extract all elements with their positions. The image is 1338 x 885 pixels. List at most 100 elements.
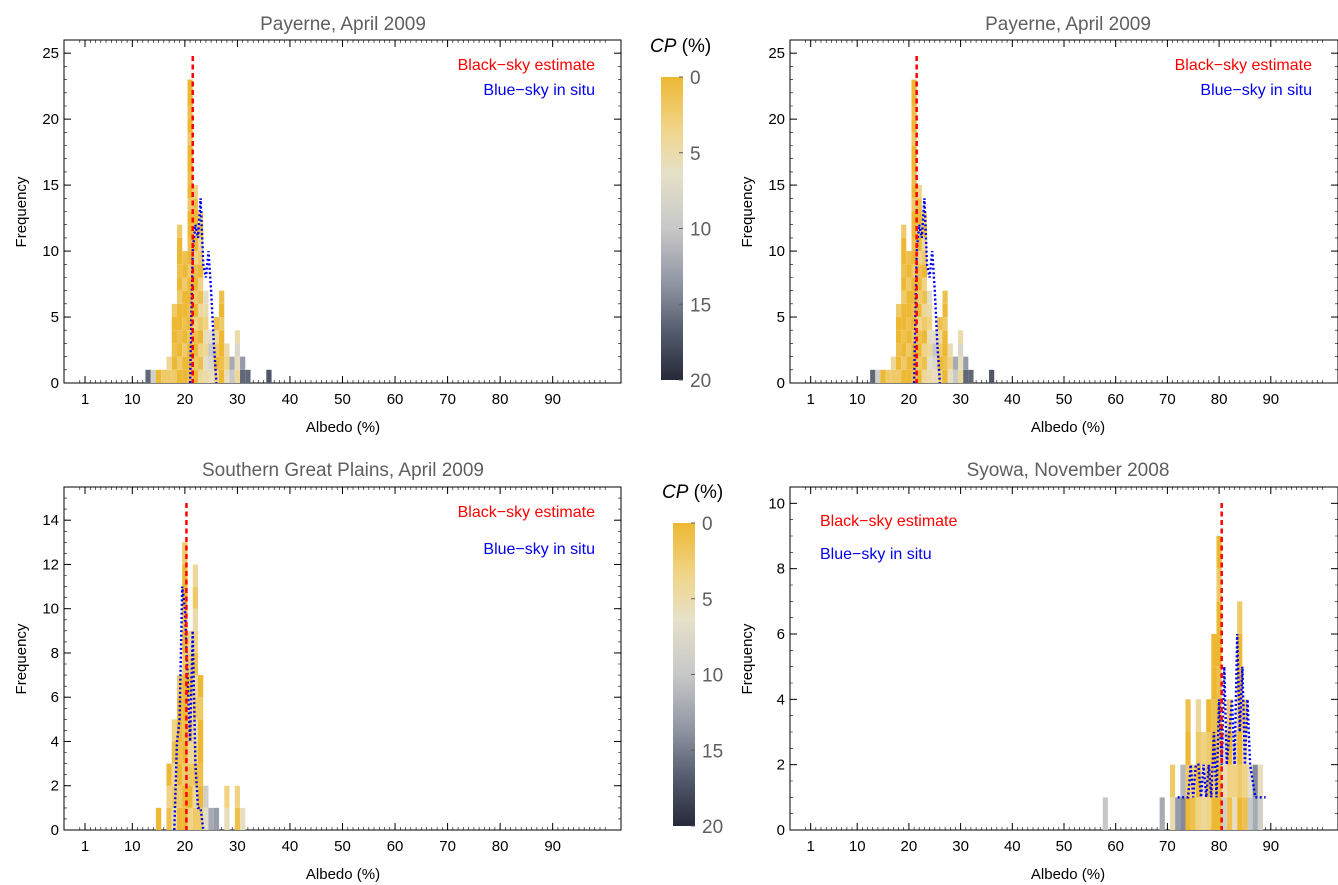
histogram-cell	[171, 317, 177, 331]
histogram-cell	[176, 675, 183, 698]
histogram-cell	[240, 369, 246, 383]
colorbar-tick-label: 0	[702, 514, 713, 535]
histogram-cell	[192, 564, 198, 587]
histogram-cell	[921, 356, 927, 370]
histogram-cell	[901, 277, 907, 291]
legend-blue-sky: Blue−sky in situ	[1200, 82, 1312, 99]
x-tick-label: 60	[387, 391, 404, 408]
histogram-cell	[927, 343, 933, 357]
y-tick-label: 20	[768, 111, 785, 128]
y-tick-label: 10	[42, 601, 59, 618]
x-tick-label: 70	[439, 391, 456, 408]
histogram-bar	[240, 356, 246, 383]
histogram-cell	[1211, 732, 1217, 765]
histogram-cell	[203, 330, 209, 344]
histogram-bar	[197, 675, 204, 830]
histogram-cell	[187, 290, 193, 304]
colorbar-cp-bottom: CP (%) 0 5 10 15 20	[662, 482, 723, 838]
histogram-cell	[1195, 732, 1201, 765]
y-tick-label: 20	[42, 111, 59, 128]
colorbar-ticks: 0 5 10 15 20	[679, 68, 711, 392]
histogram-cell	[916, 356, 922, 370]
x-tick-label: 70	[439, 838, 456, 855]
histogram-bar	[224, 343, 230, 383]
histogram-cell	[219, 330, 225, 344]
histogram-bar	[932, 330, 938, 383]
x-tick-label: 90	[1262, 838, 1279, 855]
x-tick-label: 20	[177, 391, 194, 408]
histogram-cell	[1247, 797, 1253, 830]
histogram-cell	[958, 343, 964, 357]
histogram-cell	[213, 330, 220, 344]
histogram-cell	[219, 290, 225, 304]
histogram-cell	[1206, 732, 1212, 765]
histogram-cell	[911, 277, 917, 291]
x-tick-label: 30	[229, 838, 246, 855]
histogram-cell	[176, 290, 183, 304]
histogram-bar	[245, 369, 251, 383]
histogram-cell	[229, 356, 235, 370]
histogram-cell	[203, 317, 209, 331]
y-tick-label: 10	[768, 243, 785, 260]
histogram-cell	[182, 356, 188, 370]
x-axis-label: Albedo (%)	[1031, 419, 1105, 436]
histogram-cell	[266, 369, 272, 383]
histogram-cell	[176, 343, 183, 357]
histogram-cell	[1247, 764, 1253, 798]
histogram-cell	[197, 211, 204, 225]
histogram-cell	[182, 542, 188, 565]
histogram-cell	[187, 171, 193, 186]
histogram-bar	[906, 251, 912, 383]
colorbar-tick-label: 15	[702, 741, 723, 762]
histogram-cell	[952, 356, 959, 370]
histogram-cell	[219, 317, 225, 331]
x-tick-label: 1	[807, 391, 815, 408]
histogram-cell	[1226, 699, 1233, 732]
histogram-cell	[197, 343, 204, 357]
histogram-cell	[927, 356, 933, 370]
histogram-cell	[182, 369, 188, 383]
histogram-cell	[187, 277, 193, 291]
colorbar-gradient	[661, 77, 683, 380]
histogram-cell	[192, 264, 198, 278]
histogram-bar	[1180, 764, 1186, 830]
histogram-cell	[208, 369, 214, 383]
blue-sky-series-line	[912, 198, 942, 384]
x-tick-label: 40	[282, 391, 299, 408]
histogram-cell	[197, 356, 204, 370]
histogram-bar	[203, 290, 209, 383]
x-tick-label: 10	[849, 838, 866, 855]
histogram-cell	[937, 330, 943, 344]
histogram-cell	[166, 785, 172, 808]
histogram-cell	[916, 369, 922, 383]
histogram-cell	[1169, 797, 1176, 830]
histogram-bar	[266, 369, 272, 383]
histogram-bar	[958, 330, 964, 383]
histogram-cell	[208, 356, 214, 370]
x-tick-label: 10	[849, 391, 866, 408]
histogram-cell	[942, 290, 948, 304]
legend-blue-sky: Blue−sky in situ	[483, 541, 595, 558]
x-tick-label: 30	[229, 391, 246, 408]
histogram-cell	[197, 369, 204, 383]
histogram-cell	[176, 277, 183, 291]
x-axis-label: Albedo (%)	[306, 419, 380, 436]
histogram-cell	[229, 369, 235, 383]
histogram-cell	[197, 264, 204, 278]
histogram-cell	[895, 303, 902, 318]
histogram-cell	[197, 224, 204, 238]
legend-black-sky: Black−sky estimate	[458, 504, 595, 521]
histogram-cell	[166, 763, 172, 786]
histogram-cell	[911, 145, 917, 159]
histogram-bar	[1190, 764, 1196, 830]
histogram-cell	[1232, 764, 1238, 798]
histogram-cell	[1195, 699, 1201, 732]
histogram-bar	[234, 785, 241, 830]
histogram-cell	[187, 145, 193, 159]
histogram-cell	[176, 330, 183, 344]
histogram-cell	[1185, 732, 1191, 765]
y-tick-label: 5	[777, 309, 785, 326]
histogram-cell	[1221, 732, 1227, 765]
histogram-cell	[182, 630, 188, 653]
histogram-cell	[224, 369, 230, 383]
